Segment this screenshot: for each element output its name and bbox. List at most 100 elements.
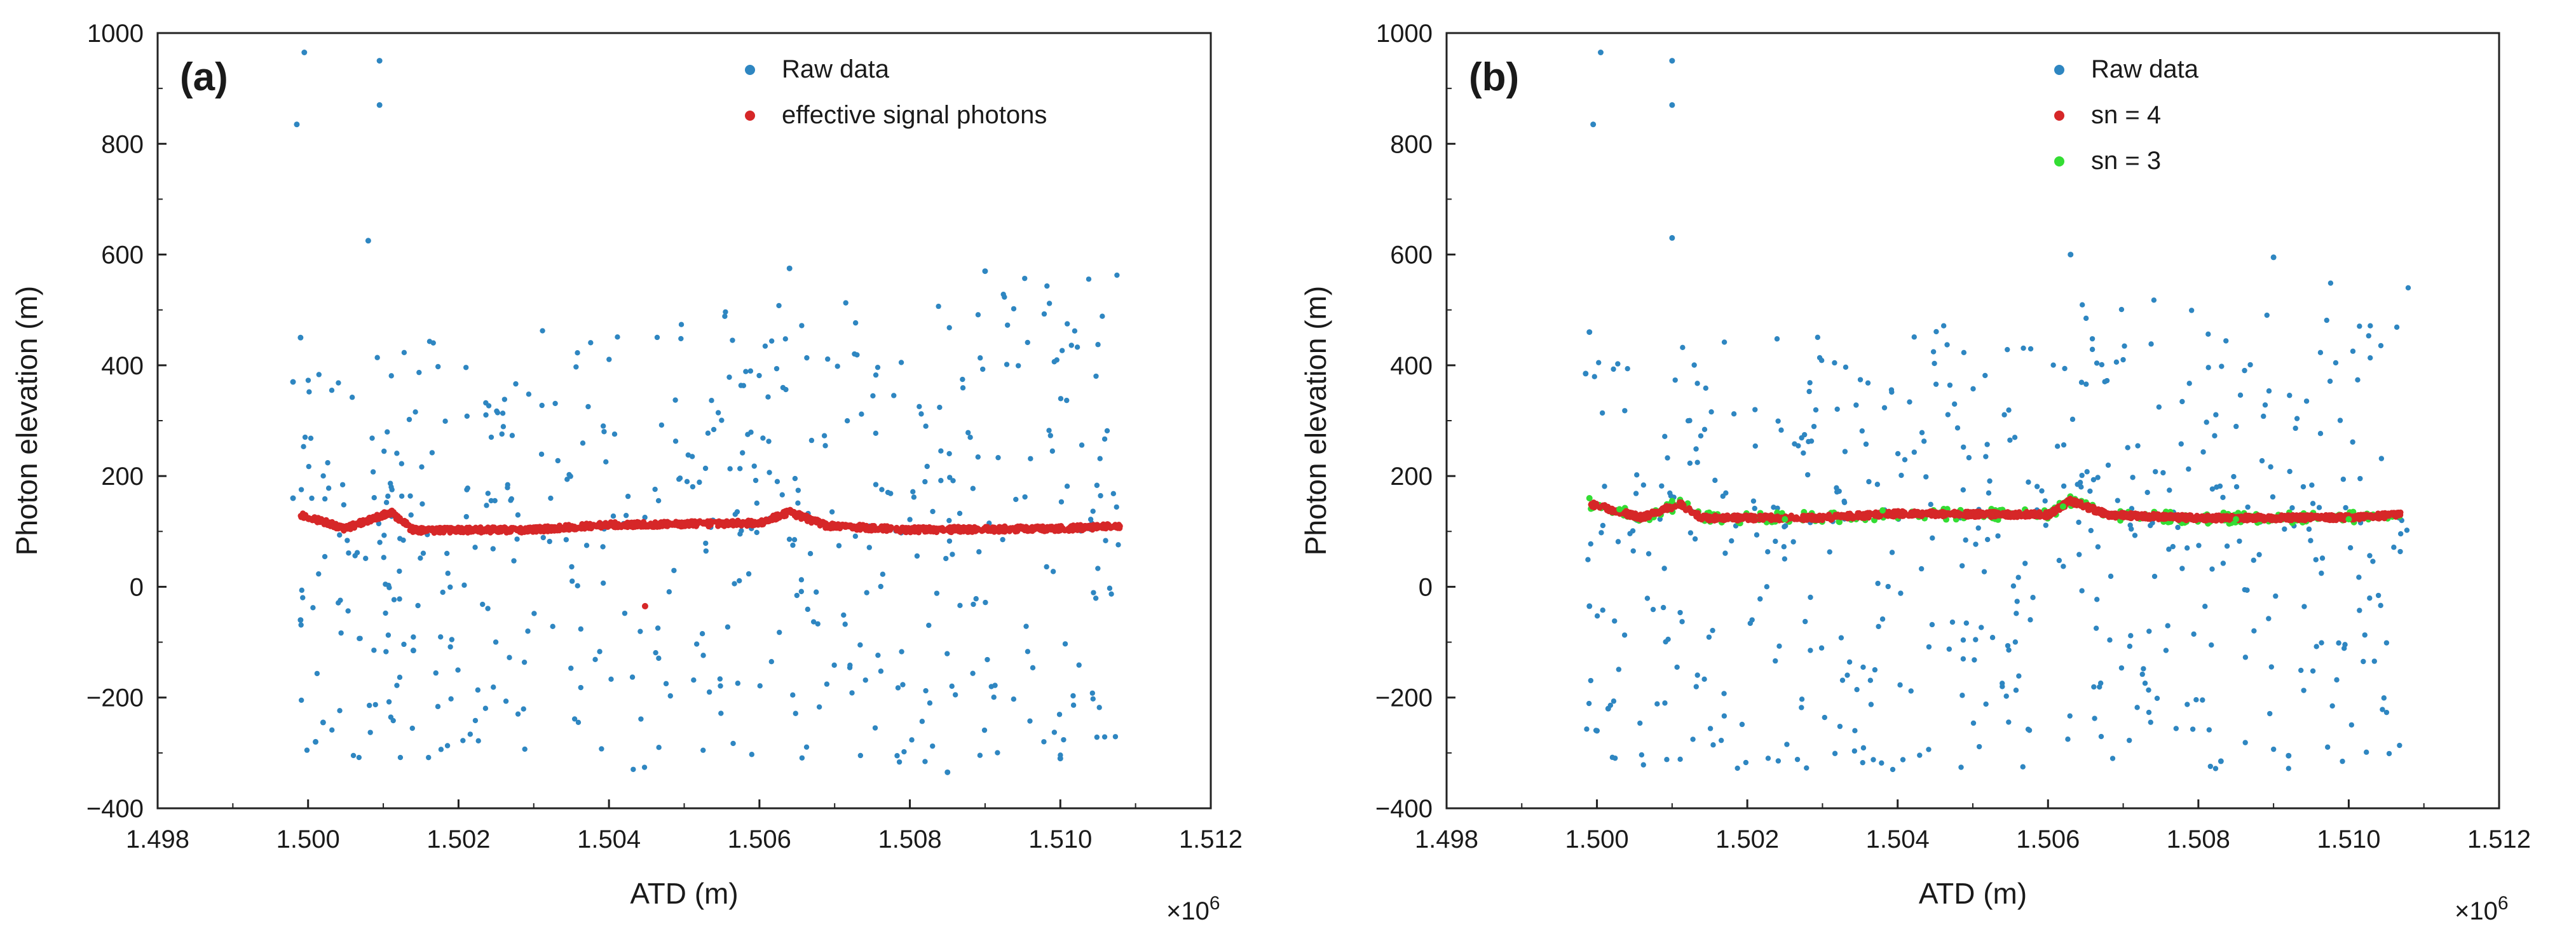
raw-photon — [652, 486, 658, 492]
signal-photon — [905, 525, 911, 531]
raw-photon — [2141, 666, 2146, 672]
raw-photon — [463, 365, 469, 370]
raw-photon — [970, 485, 976, 491]
x-tick-label: 1.504 — [1866, 825, 1930, 853]
raw-photon — [2026, 479, 2031, 485]
raw-photon — [1973, 637, 1979, 642]
raw-photon — [807, 550, 814, 557]
raw-photon — [774, 478, 780, 485]
raw-photon — [381, 448, 387, 454]
raw-photon — [540, 534, 546, 541]
raw-photon — [600, 580, 606, 586]
raw-photon — [1890, 766, 1896, 773]
raw-photon — [1057, 756, 1063, 762]
raw-photon — [1764, 584, 1770, 590]
raw-photon — [2054, 444, 2061, 449]
raw-photon — [1782, 556, 1788, 562]
raw-photon — [1836, 488, 1842, 494]
raw-photon — [2170, 543, 2176, 550]
raw-photon — [2012, 639, 2019, 645]
signal-photon — [969, 529, 976, 535]
raw-photon — [2090, 477, 2097, 483]
raw-photon — [715, 410, 721, 416]
raw-photon — [917, 404, 922, 410]
raw-photon — [433, 670, 439, 676]
raw-photon — [793, 710, 798, 716]
raw-photon — [2154, 695, 2160, 702]
raw-photon — [372, 702, 378, 708]
signal-photon — [1649, 509, 1656, 515]
raw-photon — [2068, 252, 2074, 258]
signal-photon — [1736, 513, 1743, 520]
x-tick-label: 1.498 — [1415, 825, 1478, 853]
signal-photon — [744, 522, 750, 529]
raw-photon — [2220, 560, 2226, 566]
raw-photon — [790, 692, 796, 698]
raw-photon — [1794, 756, 1801, 763]
raw-photon — [2327, 280, 2334, 286]
x-tick-label: 1.506 — [728, 825, 791, 853]
raw-photon — [875, 652, 881, 658]
raw-photon — [507, 655, 512, 660]
raw-photon — [756, 372, 762, 379]
raw-photon — [493, 639, 499, 645]
raw-photon — [2115, 498, 2121, 503]
raw-photon — [1799, 696, 1805, 702]
raw-photon — [1918, 566, 1925, 572]
raw-photon — [685, 452, 691, 458]
raw-photon — [2006, 407, 2012, 413]
raw-photon — [2076, 552, 2082, 557]
signal-photon — [438, 527, 444, 534]
signal-photon — [1002, 523, 1008, 529]
raw-photon — [676, 476, 682, 482]
raw-photon — [976, 549, 982, 555]
signal-photon — [433, 525, 440, 532]
raw-photon — [2186, 466, 2191, 472]
raw-photon — [1661, 566, 1667, 571]
raw-photon — [1598, 530, 1604, 536]
signal-photon — [1966, 513, 1973, 519]
raw-photon — [2251, 557, 2256, 563]
raw-photon — [429, 450, 435, 456]
raw-photon — [816, 704, 822, 710]
raw-photon — [1693, 684, 1699, 689]
raw-photon — [1640, 762, 1646, 768]
raw-photon — [843, 300, 848, 306]
raw-photon — [656, 745, 662, 750]
raw-photon — [1961, 444, 1966, 450]
raw-photon — [1600, 522, 1606, 529]
signal-photon — [990, 527, 997, 533]
raw-photon — [1907, 399, 1912, 405]
signal-photon — [2371, 513, 2378, 520]
signal-photon — [1658, 506, 1664, 513]
y-tick-label: 200 — [1390, 463, 1433, 491]
raw-photon — [2223, 338, 2229, 344]
raw-photon — [1586, 329, 1593, 336]
raw-photon — [2308, 538, 2314, 543]
raw-photon — [1722, 550, 1728, 556]
raw-photon — [2126, 737, 2132, 743]
signal-photon — [648, 520, 654, 527]
raw-photon — [463, 513, 469, 520]
raw-photon — [2209, 486, 2216, 492]
raw-photon — [1804, 765, 1809, 771]
raw-photon — [1098, 492, 1103, 499]
raw-photon — [2329, 703, 2335, 709]
raw-photon — [1834, 406, 1840, 412]
raw-photon — [1588, 677, 1594, 684]
raw-photon — [2317, 430, 2324, 437]
raw-photon — [1933, 329, 1939, 335]
raw-photon — [2244, 587, 2250, 593]
raw-photon — [798, 577, 805, 583]
raw-photon — [2337, 417, 2343, 423]
raw-photon — [641, 764, 648, 770]
raw-photon — [509, 433, 515, 438]
signal-photon — [860, 522, 866, 528]
raw-photon — [835, 363, 840, 369]
signal-photon — [2026, 512, 2033, 519]
raw-photon — [1051, 359, 1057, 365]
signal-photon — [444, 527, 451, 533]
data-points — [290, 50, 1123, 775]
signal-photon — [1760, 517, 1766, 523]
signal-photon — [2015, 513, 2021, 520]
